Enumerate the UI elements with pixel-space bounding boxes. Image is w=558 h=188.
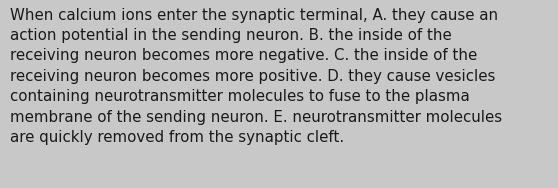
Text: When calcium ions enter the synaptic terminal, A. they cause an
action potential: When calcium ions enter the synaptic ter… <box>10 8 502 145</box>
